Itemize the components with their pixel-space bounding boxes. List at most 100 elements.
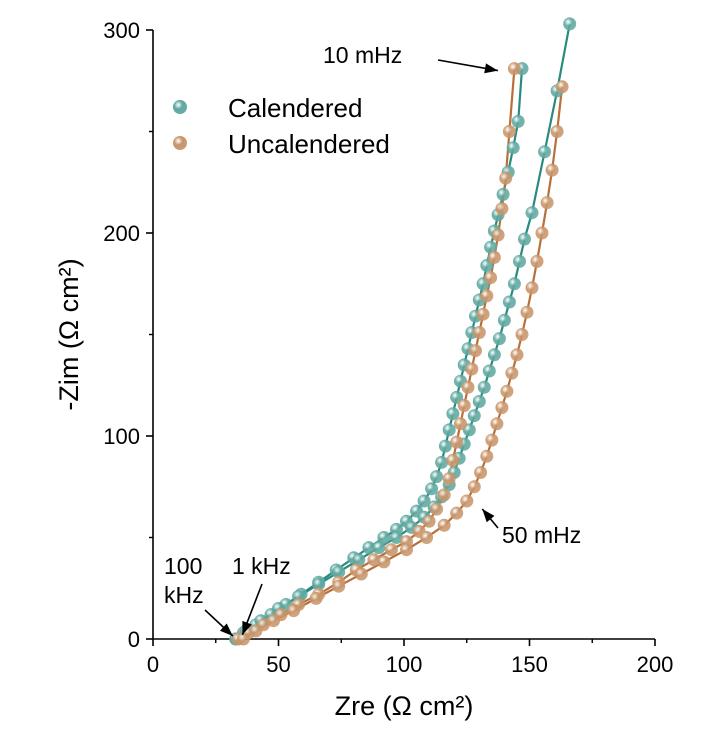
data-point-uncalendered [442, 472, 456, 486]
data-point-calendered [487, 348, 501, 362]
data-point-calendered [438, 439, 452, 453]
data-point-uncalendered [460, 494, 474, 508]
data-point-calendered [390, 531, 403, 544]
arrow-100khz [204, 609, 234, 637]
data-point-calendered [482, 364, 496, 378]
data-point-uncalendered [474, 466, 488, 479]
data-point-calendered [477, 380, 491, 394]
data-point-uncalendered [287, 604, 301, 618]
y-tick-label: 200 [103, 221, 140, 246]
data-point-uncalendered [507, 62, 521, 76]
data-point-calendered [502, 295, 516, 309]
data-point-uncalendered [467, 480, 481, 494]
data-point-uncalendered [437, 488, 451, 502]
data-point-calendered [506, 141, 520, 155]
annotation-arrows [204, 59, 499, 637]
y-tick-label: 0 [128, 627, 140, 652]
legend: Calendered Uncalendered [173, 93, 390, 159]
data-point-calendered [538, 145, 552, 159]
data-point-uncalendered [469, 344, 482, 358]
data-point-uncalendered [540, 196, 554, 210]
data-point-calendered [513, 254, 526, 268]
data-point-calendered [435, 455, 449, 469]
data-point-calendered [484, 240, 498, 254]
x-tick-label: 50 [266, 652, 290, 677]
data-point-uncalendered [400, 543, 413, 557]
data-point-uncalendered [520, 305, 534, 319]
axes: 0 50 100 150 200 0 100 200 300 Zre (Ω cm²) -Zim (Ω… [54, 18, 673, 721]
data-point-uncalendered [354, 567, 368, 581]
fit-line-calendered-1 [235, 23, 571, 640]
data-point-uncalendered [545, 163, 559, 177]
legend-label-uncalendered: Uncalendered [228, 129, 390, 159]
data-point-uncalendered [422, 514, 436, 528]
data-point-uncalendered [484, 271, 498, 285]
data-point-uncalendered [495, 401, 509, 415]
data-point-uncalendered [502, 125, 516, 138]
data-point-uncalendered [236, 632, 250, 646]
data-point-uncalendered [454, 417, 467, 431]
data-point-uncalendered [490, 417, 504, 431]
data-point-uncalendered [500, 384, 514, 398]
data-point-calendered [332, 565, 346, 579]
data-point-uncalendered [446, 453, 460, 467]
data-point-calendered [442, 423, 456, 437]
data-point-uncalendered [510, 348, 524, 362]
data-point-uncalendered [515, 328, 529, 341]
data-point-calendered [430, 470, 444, 484]
annotation-10mhz: 10 mHz [323, 42, 402, 68]
x-tick-label: 100 [386, 652, 423, 677]
data-point-calendered [563, 17, 577, 31]
data-point-uncalendered [309, 591, 323, 605]
data-point-uncalendered [550, 125, 564, 138]
data-point-calendered [496, 187, 510, 201]
data-point-uncalendered [384, 543, 398, 557]
data-point-uncalendered [437, 518, 451, 532]
data-point-calendered [352, 553, 366, 567]
data-points [229, 17, 577, 646]
legend-marker-calendered [173, 100, 187, 114]
arrow-50mhz [481, 508, 499, 529]
data-point-calendered [362, 541, 376, 555]
data-point-uncalendered [495, 202, 509, 216]
x-tick-label: 200 [637, 652, 674, 677]
data-point-uncalendered [367, 553, 381, 567]
y-axis-title: -Zim (Ω cm²) [54, 258, 84, 410]
data-point-uncalendered [476, 307, 490, 321]
data-point-uncalendered [499, 171, 513, 185]
annotations: 10 mHz 50 mHz 100 kHz 1 kHz [164, 42, 581, 637]
data-point-uncalendered [491, 228, 505, 242]
y-tick-label: 300 [103, 18, 140, 43]
y-tick-label: 100 [103, 424, 140, 449]
x-tick-label: 150 [511, 652, 548, 677]
data-point-uncalendered [465, 362, 479, 376]
data-point-uncalendered [377, 555, 391, 569]
data-point-uncalendered [480, 289, 494, 303]
data-point-uncalendered [530, 254, 544, 268]
data-point-uncalendered [472, 326, 486, 339]
data-point-uncalendered [267, 614, 280, 628]
data-point-uncalendered [525, 281, 539, 295]
data-point-calendered [480, 259, 494, 272]
data-point-uncalendered [505, 366, 519, 380]
data-point-uncalendered [332, 579, 346, 593]
data-point-uncalendered [480, 449, 494, 463]
legend-marker-uncalendered [173, 136, 187, 150]
data-point-uncalendered [450, 435, 464, 449]
fit-line-uncalendered-1 [242, 86, 564, 640]
annotation-50mhz: 50 mHz [502, 522, 581, 548]
data-point-calendered [492, 332, 506, 346]
data-point-calendered [377, 531, 391, 544]
data-point-calendered [507, 277, 521, 291]
data-point-uncalendered [420, 531, 434, 544]
arrow-1khz [241, 583, 263, 636]
data-point-uncalendered [555, 80, 569, 94]
data-point-uncalendered [430, 502, 444, 516]
legend-label-calendered: Calendered [228, 93, 362, 123]
annotation-100khz-line1: 100 [164, 553, 202, 579]
x-axis-title: Zre (Ω cm²) [335, 691, 474, 721]
data-point-uncalendered [485, 433, 499, 447]
data-point-calendered [511, 114, 525, 128]
annotation-100khz-line2: kHz [164, 582, 204, 608]
